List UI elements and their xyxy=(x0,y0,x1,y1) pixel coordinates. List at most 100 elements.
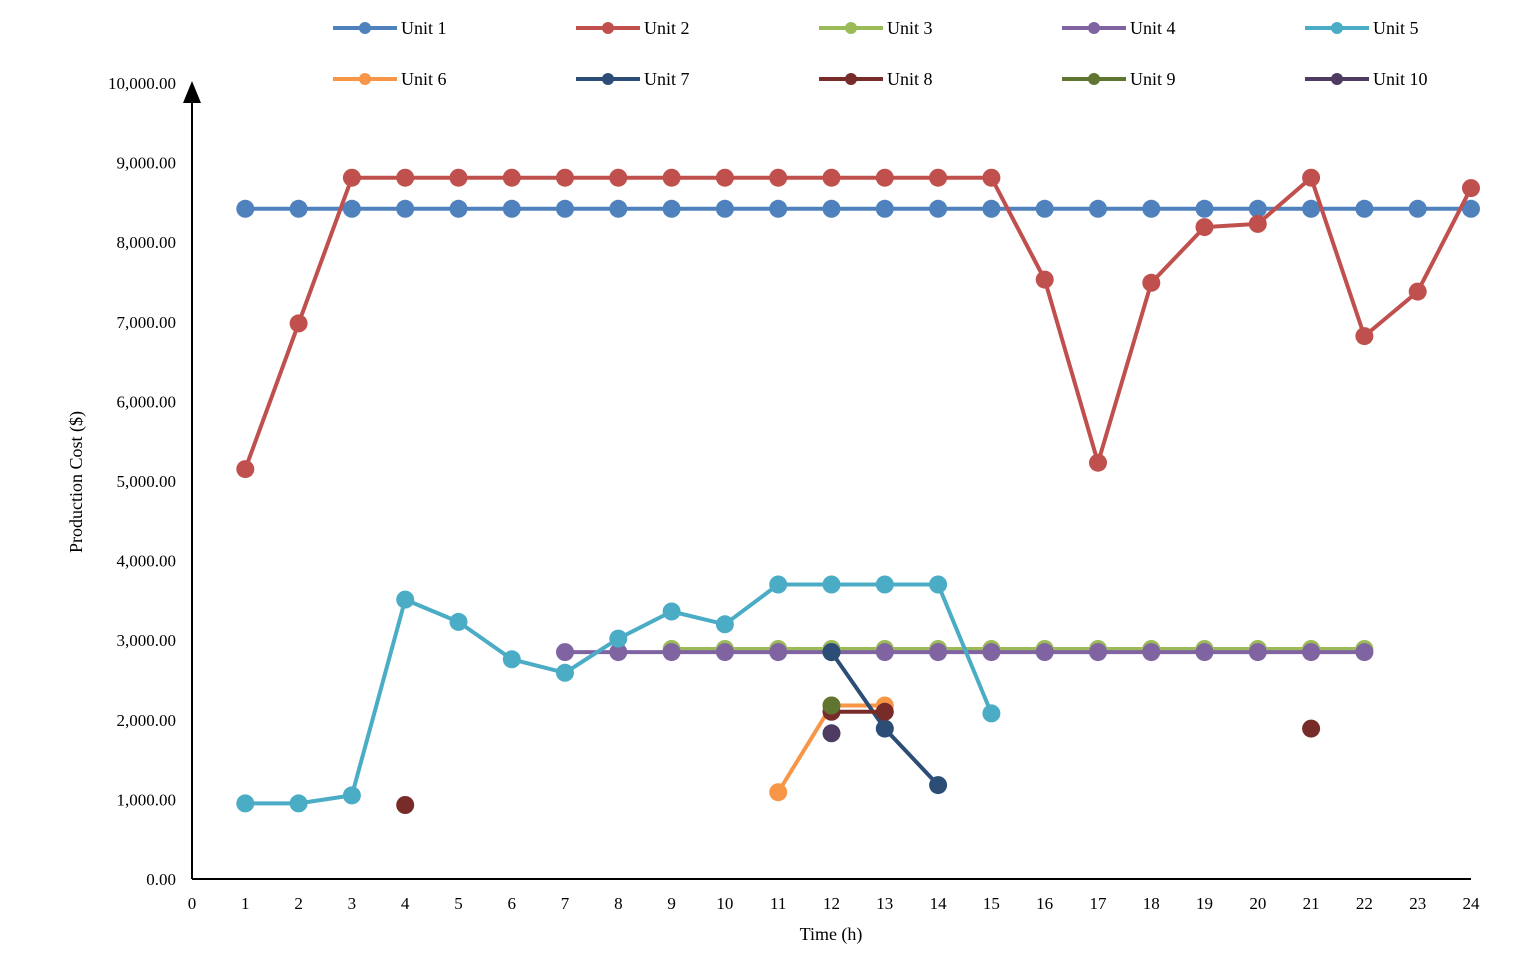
data-point xyxy=(875,643,894,662)
x-tick-label: 16 xyxy=(1036,894,1053,913)
y-tick-label: 6,000.00 xyxy=(117,392,177,411)
x-tick-label: 0 xyxy=(188,894,197,913)
data-point xyxy=(769,643,788,662)
y-tick-label: 2,000.00 xyxy=(117,711,177,730)
data-point xyxy=(769,199,788,218)
data-point xyxy=(875,702,894,721)
legend-label: Unit 10 xyxy=(1373,69,1428,89)
series-unit-8 xyxy=(396,702,1321,814)
data-point xyxy=(342,199,361,218)
axes xyxy=(183,81,1471,880)
data-point xyxy=(715,615,734,634)
data-point xyxy=(662,643,681,662)
x-tick-label: 10 xyxy=(716,894,733,913)
y-tick-label: 3,000.00 xyxy=(117,631,177,650)
data-point xyxy=(396,590,415,609)
data-point xyxy=(236,794,255,813)
legend: Unit 1 Unit 2 Unit 3 Unit 4 Unit 5 Unit 6 Unit… xyxy=(333,18,1428,89)
data-point xyxy=(1462,199,1480,218)
legend-item: Unit 9 xyxy=(1062,69,1176,89)
data-point xyxy=(236,199,255,218)
data-point xyxy=(822,575,841,594)
data-point xyxy=(609,643,628,662)
x-tick-label: 5 xyxy=(454,894,463,913)
data-point xyxy=(1355,327,1374,346)
data-point xyxy=(556,643,574,662)
legend-label: Unit 2 xyxy=(644,18,690,38)
data-point xyxy=(715,643,734,662)
series-unit-9 xyxy=(822,696,841,715)
data-point xyxy=(1035,270,1054,289)
data-point xyxy=(1302,719,1321,738)
data-point xyxy=(1302,168,1321,187)
data-point xyxy=(289,794,308,813)
legend-item: Unit 2 xyxy=(576,18,690,38)
series-unit-7 xyxy=(822,643,948,795)
data-point xyxy=(1195,199,1214,218)
x-tick-label: 1 xyxy=(241,894,250,913)
legend-label: Unit 9 xyxy=(1130,69,1176,89)
x-tick-label: 4 xyxy=(401,894,410,913)
legend-marker xyxy=(845,73,857,85)
data-point xyxy=(875,199,894,218)
data-point xyxy=(1089,199,1107,218)
legend-marker xyxy=(602,22,614,34)
data-point xyxy=(342,786,361,805)
data-point xyxy=(982,704,1001,723)
data-point xyxy=(609,199,628,218)
series-unit-2 xyxy=(236,168,1480,479)
data-point xyxy=(1142,643,1161,662)
data-point xyxy=(342,168,361,187)
data-point xyxy=(1248,643,1267,662)
series-layer xyxy=(236,168,1480,814)
x-tick-label: 20 xyxy=(1249,894,1266,913)
data-point xyxy=(1035,199,1054,218)
y-tick-label: 7,000.00 xyxy=(117,313,177,332)
legend-marker xyxy=(602,73,614,85)
data-point xyxy=(769,575,788,594)
legend-item: Unit 8 xyxy=(819,69,933,89)
legend-label: Unit 7 xyxy=(644,69,690,89)
data-point xyxy=(502,650,521,669)
x-tick-label: 22 xyxy=(1356,894,1373,913)
legend-marker xyxy=(1088,22,1100,34)
data-point xyxy=(875,719,894,738)
data-point xyxy=(609,629,628,648)
data-point xyxy=(1195,643,1214,662)
data-point xyxy=(1248,214,1267,233)
series-unit-1 xyxy=(236,199,1480,218)
data-point xyxy=(875,575,894,594)
data-point xyxy=(875,168,894,187)
data-point xyxy=(502,168,521,187)
series-unit-3 xyxy=(662,640,1374,658)
data-point xyxy=(502,199,521,218)
y-axis-arrow xyxy=(183,81,201,103)
data-point xyxy=(449,168,468,187)
x-tick-label: 24 xyxy=(1463,894,1481,913)
legend-item: Unit 7 xyxy=(576,69,690,89)
data-point xyxy=(822,199,841,218)
data-point xyxy=(1408,199,1427,218)
data-point xyxy=(1355,643,1374,662)
x-tick-label: 6 xyxy=(508,894,517,913)
data-point xyxy=(769,168,788,187)
data-point xyxy=(929,575,948,594)
series-unit-5 xyxy=(236,575,1001,813)
data-point xyxy=(822,168,841,187)
y-tick-label: 8,000.00 xyxy=(117,233,177,252)
legend-marker xyxy=(359,73,371,85)
x-tick-label: 15 xyxy=(983,894,1000,913)
data-point xyxy=(1302,199,1321,218)
data-point xyxy=(1462,179,1480,198)
legend-label: Unit 4 xyxy=(1130,18,1176,38)
y-tick-label: 1,000.00 xyxy=(117,790,177,809)
x-axis-title: Time (h) xyxy=(800,924,863,945)
data-point xyxy=(396,796,415,814)
data-point xyxy=(556,168,574,187)
data-point xyxy=(449,612,468,631)
data-point xyxy=(982,643,1001,662)
data-point xyxy=(556,663,574,682)
x-tick-label: 13 xyxy=(876,894,893,913)
data-point xyxy=(1355,199,1374,218)
